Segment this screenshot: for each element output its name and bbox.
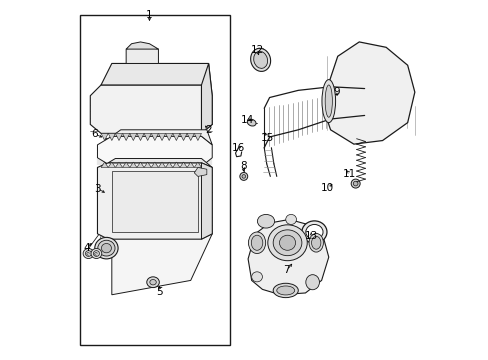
Ellipse shape [257,215,274,228]
Ellipse shape [267,225,306,261]
Ellipse shape [350,179,360,188]
Polygon shape [144,162,151,167]
Ellipse shape [247,119,256,126]
Ellipse shape [251,272,262,282]
Polygon shape [165,162,172,167]
Ellipse shape [305,225,323,239]
Ellipse shape [305,275,319,290]
Polygon shape [122,162,129,167]
Polygon shape [112,171,198,232]
Polygon shape [129,162,137,167]
Ellipse shape [101,243,111,253]
Polygon shape [137,162,144,167]
Bar [80,15,230,345]
Text: 3: 3 [94,184,101,194]
Polygon shape [126,42,158,49]
Polygon shape [323,42,414,144]
Text: 15: 15 [260,133,273,143]
Polygon shape [97,163,212,239]
Polygon shape [158,134,165,140]
Polygon shape [115,162,122,167]
Polygon shape [194,134,201,140]
Polygon shape [180,134,187,140]
Polygon shape [194,167,206,176]
Text: 11: 11 [342,168,355,179]
Polygon shape [151,162,158,167]
Polygon shape [108,162,115,167]
Polygon shape [97,136,212,166]
Text: 2: 2 [205,125,211,135]
Ellipse shape [93,251,99,256]
Ellipse shape [95,237,118,259]
Polygon shape [112,232,212,295]
Polygon shape [158,162,165,167]
Ellipse shape [242,175,245,178]
Text: 6: 6 [91,129,98,139]
Polygon shape [187,134,194,140]
Polygon shape [122,134,129,140]
Ellipse shape [146,277,159,288]
Polygon shape [101,162,108,167]
Ellipse shape [239,172,247,180]
Polygon shape [108,134,115,140]
Text: 1: 1 [146,10,152,20]
Ellipse shape [285,215,296,225]
Text: 13: 13 [304,231,317,241]
Ellipse shape [91,248,102,258]
Ellipse shape [321,80,335,123]
Text: 10: 10 [321,183,334,193]
Polygon shape [90,85,212,134]
Ellipse shape [149,279,156,285]
Ellipse shape [311,236,320,249]
Text: 14: 14 [240,115,253,125]
Polygon shape [101,63,212,96]
Text: 7: 7 [283,265,289,275]
Ellipse shape [310,230,321,240]
Polygon shape [247,220,328,295]
Text: 8: 8 [239,161,246,171]
Text: 16: 16 [231,143,244,153]
Polygon shape [129,134,137,140]
Ellipse shape [276,286,294,295]
Ellipse shape [273,230,301,256]
Ellipse shape [250,48,270,71]
Polygon shape [201,63,212,134]
Ellipse shape [98,240,115,256]
Polygon shape [194,162,201,167]
Ellipse shape [251,235,262,250]
Text: 4: 4 [83,243,90,253]
Polygon shape [126,45,158,63]
Polygon shape [187,162,194,167]
Ellipse shape [83,248,94,258]
Polygon shape [144,134,151,140]
Ellipse shape [279,235,295,250]
Polygon shape [172,134,180,140]
Polygon shape [115,134,122,140]
Ellipse shape [325,85,332,117]
Text: 5: 5 [156,287,163,297]
Text: 9: 9 [333,87,340,97]
Polygon shape [108,158,212,167]
Ellipse shape [253,51,267,68]
Polygon shape [101,134,108,140]
Ellipse shape [353,181,357,186]
Ellipse shape [273,283,298,298]
Polygon shape [165,134,172,140]
Text: 12: 12 [250,45,263,55]
Polygon shape [180,162,187,167]
Polygon shape [137,134,144,140]
Ellipse shape [308,233,323,252]
Polygon shape [112,130,212,145]
Polygon shape [151,134,158,140]
Ellipse shape [301,221,326,243]
Polygon shape [201,163,212,239]
Ellipse shape [85,251,91,256]
Polygon shape [172,162,180,167]
Ellipse shape [248,232,265,253]
